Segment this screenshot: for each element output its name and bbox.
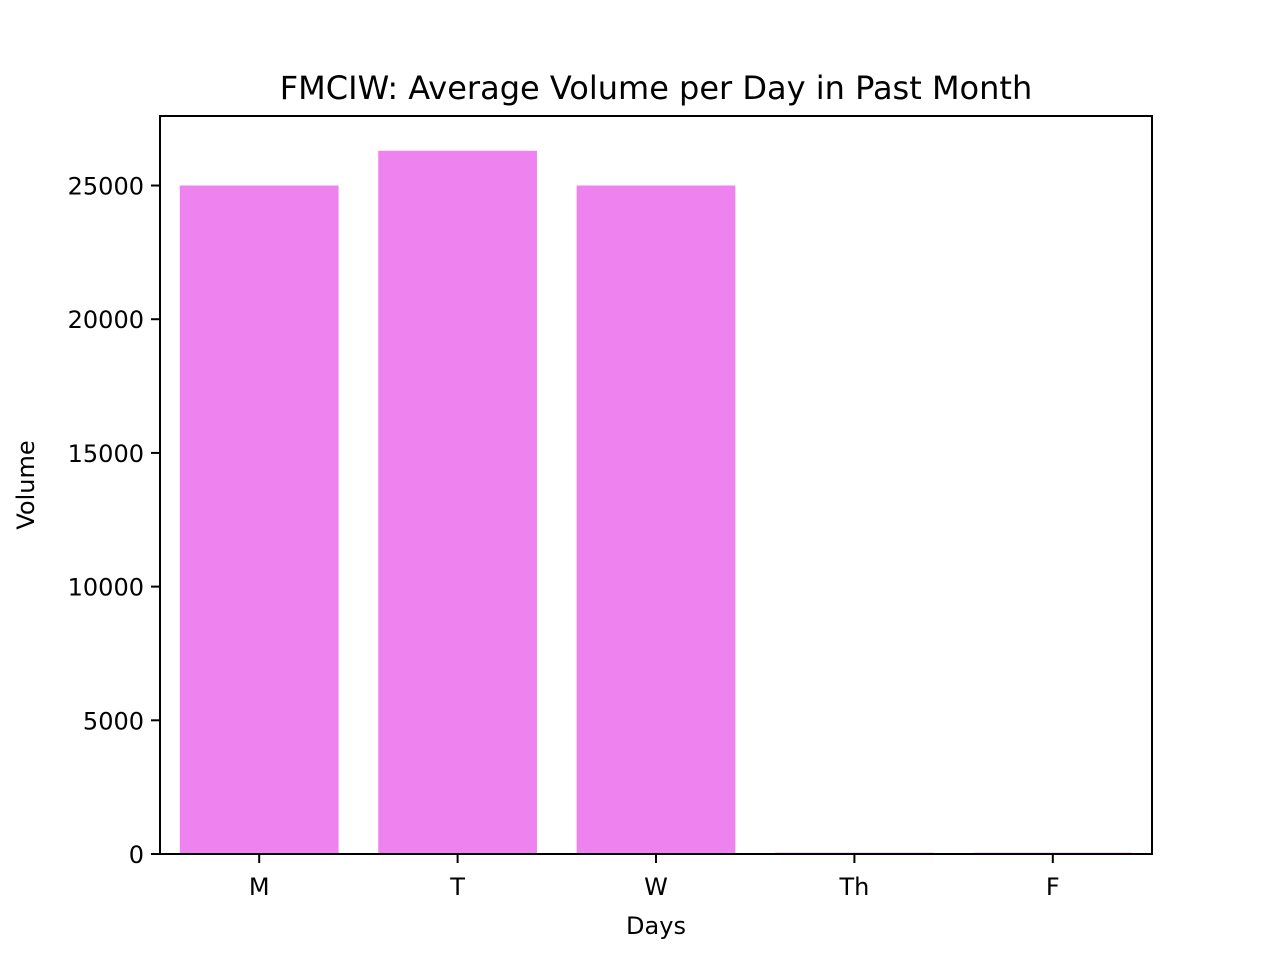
x-tick-label: M: [249, 873, 270, 901]
x-axis-ticks: M T W Th F: [249, 854, 1060, 901]
bar-t: [378, 150, 537, 854]
bar-m: [179, 185, 339, 855]
y-axis-label: Volume: [12, 440, 40, 529]
bars-group: [179, 150, 1133, 855]
y-tick-label: 0: [129, 841, 144, 869]
y-tick-label: 20000: [68, 306, 144, 334]
y-tick-label: 10000: [68, 574, 144, 602]
x-tick-label: W: [644, 873, 668, 901]
x-tick-label: Th: [838, 873, 869, 901]
x-tick-label: T: [449, 873, 465, 901]
y-tick-label: 5000: [83, 707, 144, 735]
x-tick-label: F: [1046, 873, 1060, 901]
y-tick-label: 25000: [68, 173, 144, 201]
chart-title: FMCIW: Average Volume per Day in Past Mo…: [280, 69, 1032, 107]
bar-w: [576, 185, 736, 855]
x-axis-label: Days: [626, 912, 686, 940]
y-axis-ticks: 0 5000 10000 15000 20000 25000: [68, 173, 160, 869]
y-tick-label: 15000: [68, 440, 144, 468]
